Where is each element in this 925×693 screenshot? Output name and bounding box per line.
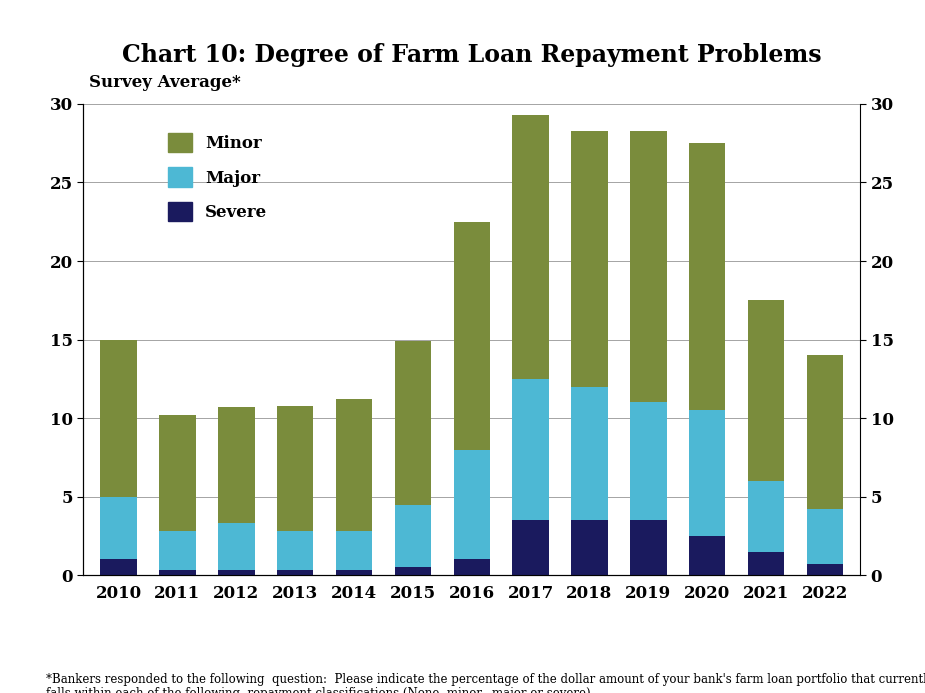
Bar <box>453 222 490 450</box>
Bar <box>218 523 254 570</box>
Bar <box>336 399 372 532</box>
Bar <box>336 532 372 570</box>
Bar <box>747 300 784 481</box>
Bar <box>453 450 490 559</box>
Bar <box>100 340 137 497</box>
Text: falls within each of the following  repayment classifications (None, minor,  maj: falls within each of the following repay… <box>46 687 595 693</box>
Text: Survey Average*: Survey Average* <box>89 74 240 91</box>
Bar <box>395 505 431 568</box>
Bar <box>159 532 196 570</box>
Bar <box>512 379 549 520</box>
Bar <box>630 131 667 403</box>
Bar <box>100 497 137 559</box>
Bar <box>395 568 431 575</box>
Bar <box>572 131 608 387</box>
Bar <box>159 570 196 575</box>
Bar <box>218 570 254 575</box>
Bar <box>747 481 784 552</box>
Bar <box>100 559 137 575</box>
Text: *Bankers responded to the following  question:  Please indicate the percentage o: *Bankers responded to the following ques… <box>46 673 925 686</box>
Bar <box>512 115 549 379</box>
Bar <box>807 356 844 509</box>
Bar <box>159 415 196 532</box>
Bar <box>807 564 844 575</box>
Bar <box>807 509 844 564</box>
Legend: Minor, Major, Severe: Minor, Major, Severe <box>162 126 274 227</box>
Bar <box>218 407 254 523</box>
Bar <box>395 341 431 505</box>
Bar <box>572 520 608 575</box>
Bar <box>630 520 667 575</box>
Bar <box>747 552 784 575</box>
Bar <box>689 410 725 536</box>
Bar <box>277 405 314 532</box>
Bar <box>512 520 549 575</box>
Bar <box>336 570 372 575</box>
Bar <box>277 570 314 575</box>
Bar <box>630 403 667 520</box>
Bar <box>453 559 490 575</box>
Bar <box>689 143 725 410</box>
Title: Chart 10: Degree of Farm Loan Repayment Problems: Chart 10: Degree of Farm Loan Repayment … <box>122 43 821 67</box>
Bar <box>572 387 608 520</box>
Bar <box>689 536 725 575</box>
Bar <box>277 532 314 570</box>
